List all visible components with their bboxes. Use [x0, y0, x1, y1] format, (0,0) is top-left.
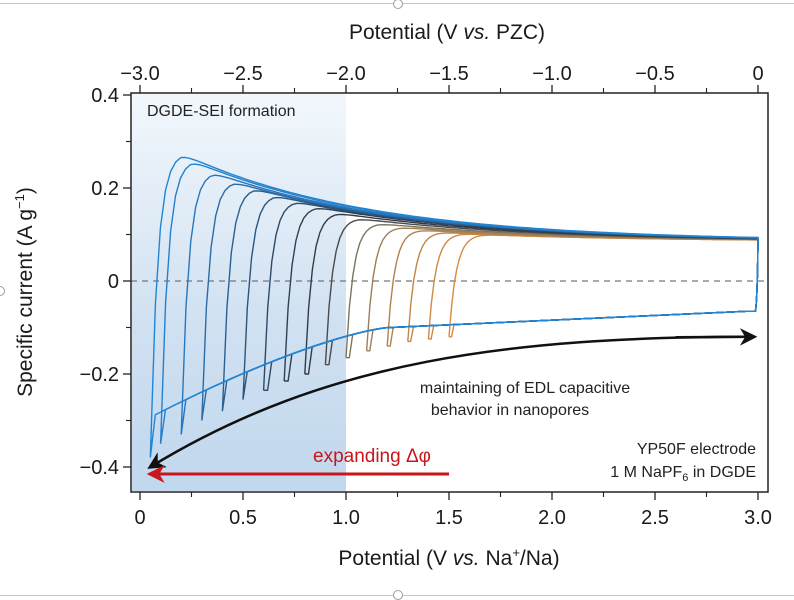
- y-axis-title: Specific current (A g−1): [12, 187, 37, 397]
- cv-curve: [448, 234, 759, 338]
- x-tick-label: 0: [134, 507, 145, 529]
- cv-curve: [407, 232, 759, 343]
- edl-label-line2: behavior in nanopores: [431, 402, 589, 419]
- x-tick-label: 1.5: [435, 507, 463, 529]
- electrode-label-line2: 1 M NaPF6 in DGDE: [610, 464, 756, 484]
- y-tick-label: −0.4: [80, 457, 119, 479]
- edl-arrow-head-right: [675, 328, 758, 346]
- x-tick-label: 2.5: [641, 507, 669, 529]
- x-tick-label: 2.0: [538, 507, 566, 529]
- y-tick-label: −0.2: [80, 364, 119, 386]
- top-axis-title: Potential (V vs. PZC): [349, 21, 545, 44]
- x2-tick-label: −2.0: [326, 63, 365, 85]
- electrode-label-line1: YP50F electrode: [637, 441, 756, 458]
- x2-tick-label: −3.0: [120, 63, 159, 85]
- x2-tick-label: 0: [752, 63, 763, 85]
- x-tick-label: 3.0: [744, 507, 772, 529]
- y-tick-label: 0: [108, 271, 119, 293]
- x2-tick-label: −0.5: [635, 63, 674, 85]
- y-tick-label: 0.4: [91, 85, 119, 107]
- x2-tick-label: −1.0: [532, 63, 571, 85]
- expanding-label: expanding Δφ: [313, 446, 431, 467]
- x2-tick-label: −1.5: [429, 63, 468, 85]
- resize-handle-top[interactable]: [393, 0, 403, 9]
- bottom-axis-title: Potential (V vs. Na+/Na): [338, 545, 559, 570]
- cv-curve: [149, 156, 759, 458]
- cv-curve: [365, 227, 759, 352]
- edl-arrow: [147, 335, 754, 469]
- edl-label-line1: maintaining of EDL capacitive: [420, 380, 630, 397]
- x-tick-label: 1.0: [332, 507, 360, 529]
- sei-label: DGDE-SEI formation: [147, 103, 295, 120]
- sei-shaded-region: [132, 94, 346, 491]
- x2-tick-label: −2.5: [223, 63, 262, 85]
- y-tick-label: 0.2: [91, 178, 119, 200]
- x-tick-label: 0.5: [229, 507, 257, 529]
